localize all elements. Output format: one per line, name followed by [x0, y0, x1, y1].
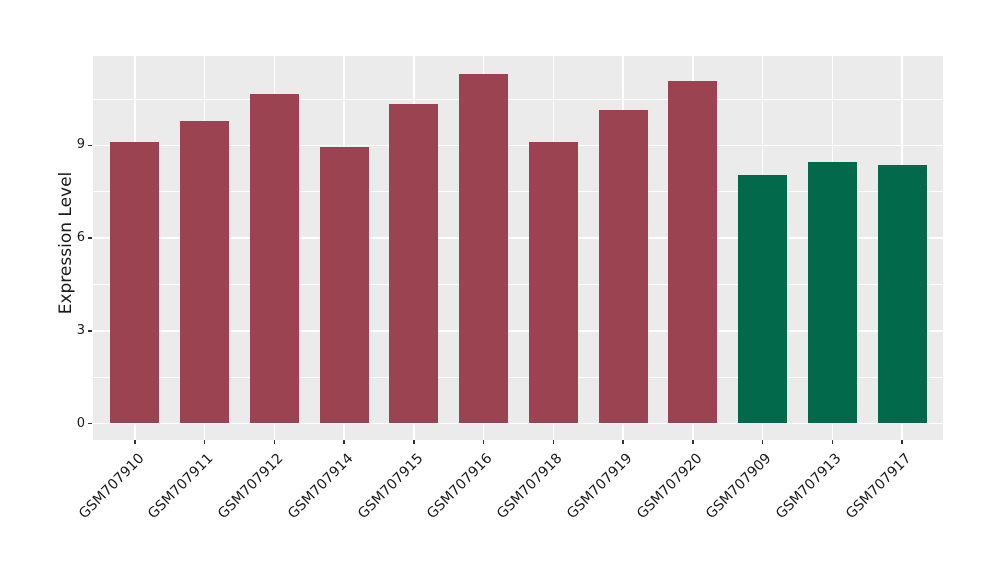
- x-tick-mark: [343, 440, 345, 444]
- bar-GSM707917: [877, 165, 927, 424]
- x-tick-label: GSM707914: [284, 450, 357, 523]
- x-tick-label: GSM707918: [494, 450, 566, 523]
- x-tick-mark: [901, 440, 903, 444]
- x-tick-mark: [831, 440, 834, 444]
- x-tick-label: GSM707917: [842, 450, 915, 523]
- x-tick-mark: [552, 440, 555, 444]
- gridline-major: [93, 144, 943, 147]
- bar-GSM707909: [738, 174, 788, 424]
- gridline-major: [93, 422, 943, 425]
- y-tick-mark: [88, 330, 92, 332]
- bar-GSM707915: [389, 103, 439, 424]
- plot-panel: [93, 56, 943, 440]
- x-tick-mark: [692, 440, 694, 444]
- y-tick-label: 9: [76, 137, 85, 153]
- bar-GSM707913: [807, 162, 857, 424]
- x-tick-mark: [622, 440, 624, 444]
- bar-GSM707914: [319, 146, 369, 424]
- y-tick-mark: [88, 144, 92, 147]
- x-tick-label: GSM707912: [215, 450, 287, 523]
- gridline-major: [93, 330, 943, 332]
- y-tick-label: 0: [76, 415, 85, 431]
- x-tick-label: GSM707909: [703, 450, 775, 523]
- gridline-minor: [93, 376, 943, 378]
- x-tick-label: GSM707915: [354, 450, 427, 523]
- x-tick-label: GSM707911: [145, 450, 217, 523]
- x-tick-label: GSM707916: [424, 450, 496, 523]
- x-tick-label: GSM707913: [773, 450, 845, 523]
- y-tick-label: 6: [76, 230, 85, 246]
- bar-GSM707912: [249, 94, 299, 424]
- bar-GSM707916: [459, 74, 509, 424]
- gridline-minor: [93, 98, 943, 100]
- x-tick-label: GSM707919: [563, 450, 636, 523]
- y-tick-mark: [88, 237, 92, 239]
- gridline-minor: [93, 191, 943, 193]
- x-tick-label: GSM707920: [633, 450, 706, 523]
- x-tick-mark: [761, 440, 764, 444]
- x-tick-mark: [203, 440, 206, 444]
- bar-GSM707910: [110, 142, 160, 424]
- y-tick-label: 3: [76, 322, 85, 338]
- y-tick-mark: [88, 422, 92, 425]
- gridline-minor: [93, 284, 943, 285]
- bar-GSM707920: [668, 80, 718, 424]
- x-tick-mark: [273, 440, 276, 444]
- bar-GSM707911: [180, 120, 230, 424]
- x-tick-label: GSM707910: [75, 450, 148, 523]
- bar-GSM707918: [528, 142, 578, 424]
- x-tick-mark: [413, 440, 415, 444]
- bar-GSM707919: [598, 109, 648, 424]
- gridline-major: [93, 237, 943, 239]
- x-tick-mark: [482, 440, 485, 444]
- x-tick-mark: [134, 440, 136, 444]
